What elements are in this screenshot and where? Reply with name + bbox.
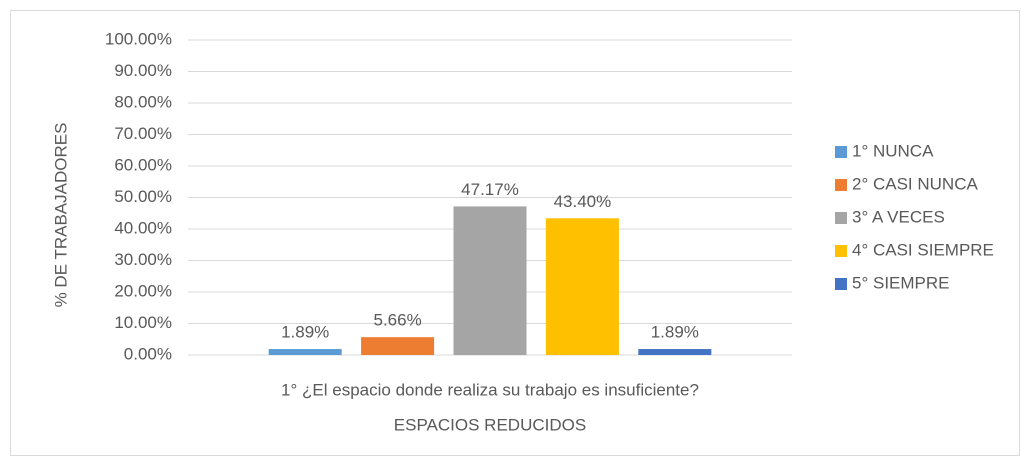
bar <box>638 349 712 355</box>
y-tick-label: 20.00% <box>114 281 172 300</box>
data-label: 43.40% <box>554 192 612 211</box>
x-axis-title: ESPACIOS REDUCIDOS <box>394 415 586 434</box>
legend-swatch <box>835 146 847 158</box>
legend-label: 1° NUNCA <box>852 141 934 160</box>
y-tick-label: 40.00% <box>114 218 172 237</box>
y-tick-label: 0.00% <box>124 344 172 363</box>
bar <box>268 349 342 355</box>
data-label: 5.66% <box>373 311 421 330</box>
legend-swatch <box>835 212 847 224</box>
data-label: 1.89% <box>651 323 699 342</box>
y-axis-title: % DE TRABAJADORES <box>51 123 70 308</box>
y-tick-label: 80.00% <box>114 92 172 111</box>
y-tick-label: 10.00% <box>114 313 172 332</box>
y-tick-label: 100.00% <box>105 29 172 48</box>
y-tick-label: 70.00% <box>114 124 172 143</box>
y-tick-label: 30.00% <box>114 250 172 269</box>
bar <box>545 218 619 355</box>
y-tick-label: 50.00% <box>114 187 172 206</box>
x-tick-label: 1° ¿El espacio donde realiza su trabajo … <box>281 380 699 399</box>
y-tick-label: 90.00% <box>114 61 172 80</box>
legend-label: 2° CASI NUNCA <box>852 174 978 193</box>
data-label: 1.89% <box>281 323 329 342</box>
legend-label: 5° SIEMPRE <box>852 273 950 292</box>
legend-label: 3° A VECES <box>852 207 945 226</box>
legend-swatch <box>835 278 847 290</box>
bar <box>453 206 527 355</box>
bar <box>361 337 435 355</box>
data-label: 47.17% <box>461 180 519 199</box>
legend-swatch <box>835 179 847 191</box>
y-tick-label: 60.00% <box>114 155 172 174</box>
legend-swatch <box>835 245 847 257</box>
legend-label: 4° CASI SIEMPRE <box>852 240 994 259</box>
